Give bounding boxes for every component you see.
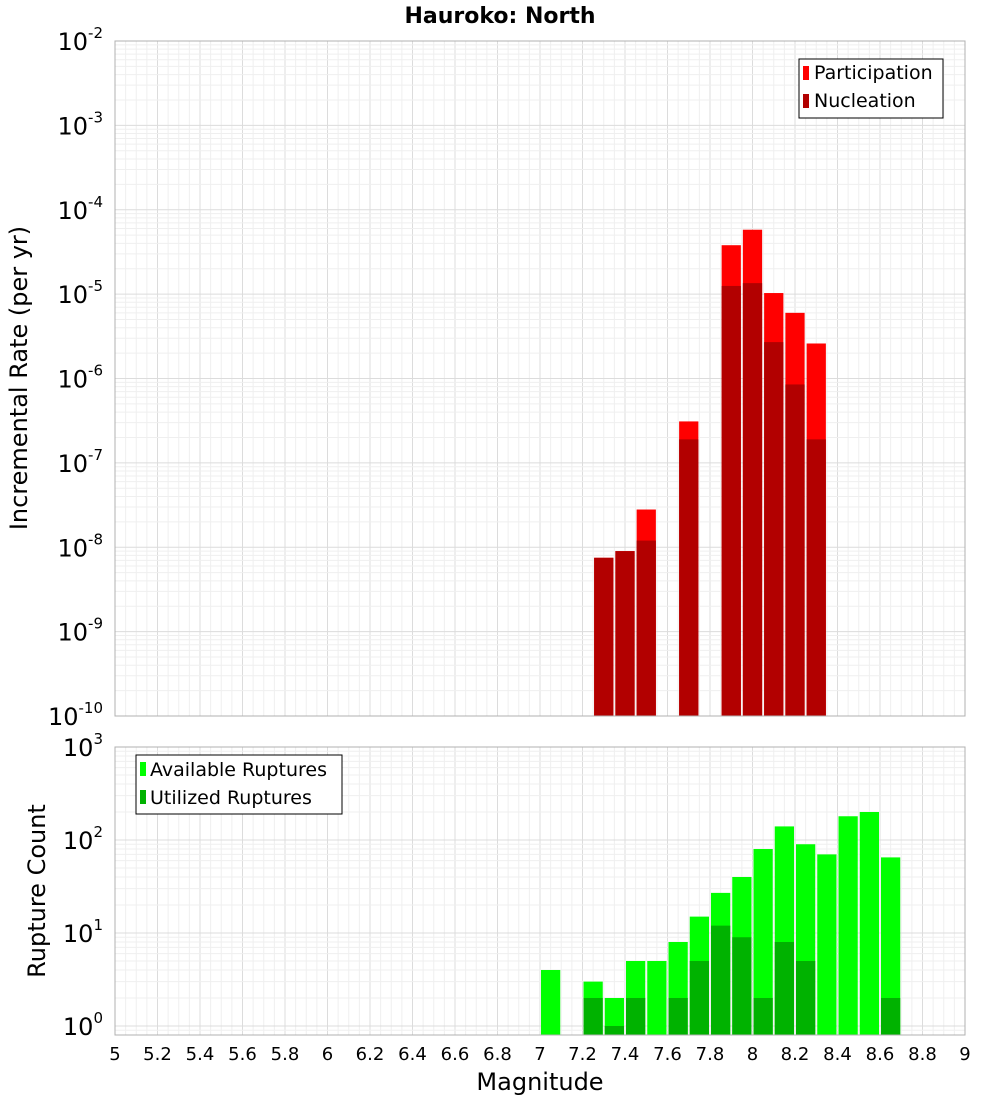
top-legend-box <box>798 58 944 119</box>
x-tick-label: 6.4 <box>398 1044 427 1065</box>
x-tick-label: 9 <box>959 1044 970 1065</box>
x-tick-label: 5.2 <box>143 1044 172 1065</box>
bar-available-ruptures-8-55 <box>859 812 879 1035</box>
top-grid <box>114 40 966 717</box>
bar-utilized-ruptures-8-15 <box>774 942 794 1035</box>
bar-utilized-ruptures-7-75 <box>689 960 709 1035</box>
x-tick-label: 8 <box>747 1044 758 1065</box>
y-tick-label: 10-5 <box>57 277 103 309</box>
bottom-plot-frame <box>114 746 966 1036</box>
bar-utilized-ruptures-7-25 <box>583 997 603 1035</box>
bottom-bars <box>541 812 901 1035</box>
y-tick-label: 102 <box>63 823 103 855</box>
legend-swatch-utilized-ruptures <box>140 790 146 804</box>
x-tick-labels: 5 5.2 5.4 5.6 5.8 6 6.2 6.4 6.6 6.8 7 7.2 7.4 7.6 7.8 8… <box>109 1044 970 1065</box>
bottom-y-tick-labels: 100 101 102 103 <box>63 730 103 1041</box>
x-tick-label: 5.8 <box>271 1044 300 1065</box>
bar-utilized-ruptures-8-05 <box>753 997 773 1035</box>
y-tick-label: 10-9 <box>57 615 103 647</box>
x-tick-label: 7.4 <box>611 1044 640 1065</box>
bar-available-ruptures-8-05 <box>753 849 773 1035</box>
bottom-plot-panel: 100 101 102 103 5 5.2 5.4 5.6 5.8 6 6.2 6.4 6.6 6.8 7… <box>23 730 971 1096</box>
y-tick-label: 103 <box>63 730 103 762</box>
bar-available-ruptures-7-05 <box>541 969 561 1035</box>
x-tick-label: 5.4 <box>186 1044 215 1065</box>
x-tick-label: 8.6 <box>866 1044 895 1065</box>
bar-nucleation-7-3 <box>594 557 614 716</box>
x-tick-label: 8.2 <box>781 1044 810 1065</box>
y-tick-label: 10-7 <box>57 446 103 478</box>
bar-available-ruptures-8-65 <box>881 857 901 1035</box>
x-tick-label: 6 <box>322 1044 333 1065</box>
y-tick-label: 10-8 <box>57 530 103 562</box>
bottom-legend-box <box>135 754 343 815</box>
x-tick-label: 5 <box>109 1044 120 1065</box>
bar-nucleation-7-9 <box>721 285 741 716</box>
bottom-y-axis-label: Rupture Count <box>23 804 51 978</box>
y-tick-label: 10-4 <box>57 193 103 225</box>
chart-title: Hauroko: North <box>404 4 595 29</box>
bar-nucleation-8 <box>742 283 763 716</box>
legend-swatch-nucleation <box>803 94 809 108</box>
bar-nucleation-7-5 <box>636 540 656 716</box>
top-y-tick-labels: 10-10 10-9 10-8 10-7 10-6 10-5 10-4 10-3 10-2 <box>48 24 103 731</box>
top-bars <box>594 229 826 717</box>
x-tick-label: 8.4 <box>823 1044 852 1065</box>
legend-swatch-available-ruptures <box>140 762 146 776</box>
y-tick-label: 10-2 <box>57 24 103 56</box>
bar-nucleation-8-2 <box>785 384 805 716</box>
legend-label-participation: Participation <box>814 62 933 84</box>
x-tick-label: 6.6 <box>441 1044 470 1065</box>
bar-nucleation-7-4 <box>615 551 635 716</box>
bar-available-ruptures-8-35 <box>817 854 837 1035</box>
x-tick-label: 7.6 <box>653 1044 682 1065</box>
top-legend[interactable]: Participation Nucleation <box>798 58 944 119</box>
y-tick-label: 101 <box>63 916 103 948</box>
bar-nucleation-7-7 <box>679 439 699 716</box>
x-axis-label: Magnitude <box>476 1068 603 1096</box>
bottom-grid <box>114 746 966 1036</box>
bar-nucleation-8-1 <box>764 342 784 716</box>
legend-label-nucleation: Nucleation <box>814 90 916 112</box>
bar-utilized-ruptures-7-85 <box>711 925 731 1035</box>
legend-label-available-ruptures: Available Ruptures <box>150 759 327 781</box>
x-tick-label: 5.6 <box>228 1044 257 1065</box>
bar-utilized-ruptures-8-65 <box>881 997 901 1035</box>
y-tick-label: 100 <box>63 1009 103 1041</box>
bar-utilized-ruptures-7-65 <box>668 997 688 1035</box>
x-tick-label: 6.2 <box>356 1044 385 1065</box>
x-tick-label: 7.8 <box>696 1044 725 1065</box>
y-tick-label: 10-3 <box>57 108 103 140</box>
bar-available-ruptures-7-55 <box>647 960 667 1035</box>
top-y-axis-label: Incremental Rate (per yr) <box>5 226 33 530</box>
bar-nucleation-8-3 <box>806 439 826 716</box>
bar-utilized-ruptures-8-25 <box>796 960 816 1035</box>
bottom-legend[interactable]: Available Ruptures Utilized Ruptures <box>135 754 343 815</box>
top-plot-frame <box>114 40 966 717</box>
y-tick-label: 10-10 <box>48 699 103 731</box>
bar-utilized-ruptures-7-95 <box>732 937 752 1035</box>
x-tick-label: 7.2 <box>568 1044 597 1065</box>
x-tick-label: 6.8 <box>483 1044 512 1065</box>
y-tick-label: 10-6 <box>57 362 103 394</box>
bar-available-ruptures-8-45 <box>838 816 858 1035</box>
x-tick-label: 8.8 <box>908 1044 937 1065</box>
legend-swatch-participation <box>803 66 809 80</box>
top-plot-panel: 10-10 10-9 10-8 10-7 10-6 10-5 10-4 10-3 10-2 In… <box>5 24 966 731</box>
bar-utilized-ruptures-7-35 <box>604 1025 624 1035</box>
bar-available-ruptures-7-35 <box>604 997 624 1035</box>
legend-label-utilized-ruptures: Utilized Ruptures <box>150 787 312 809</box>
x-tick-label: 7 <box>534 1044 545 1065</box>
bar-utilized-ruptures-7-45 <box>626 997 646 1035</box>
